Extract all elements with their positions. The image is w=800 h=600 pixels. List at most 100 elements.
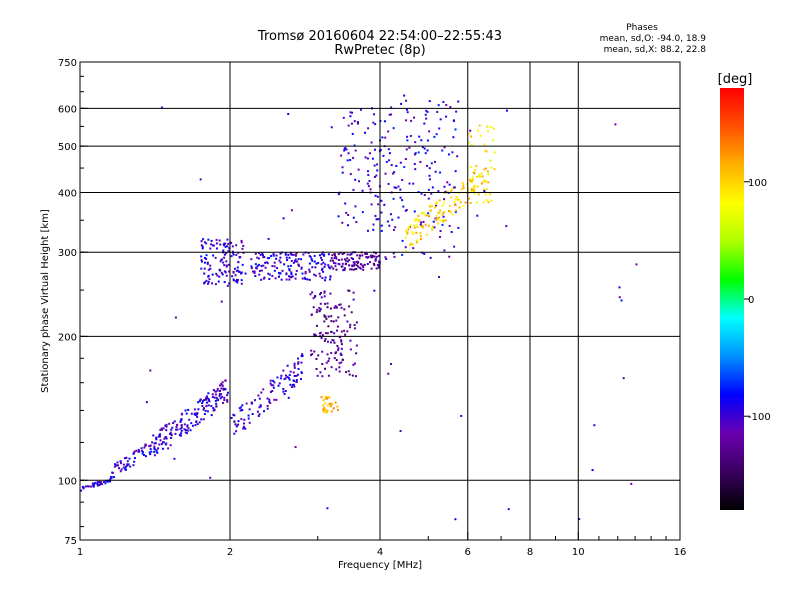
data-point bbox=[366, 182, 369, 185]
data-point bbox=[426, 164, 429, 167]
chart-title: Tromsø 20160604 22:54:00–22:55:43 bbox=[257, 29, 502, 44]
data-point bbox=[218, 275, 221, 278]
data-point bbox=[201, 405, 204, 408]
data-point bbox=[452, 136, 455, 139]
data-point bbox=[455, 110, 458, 113]
data-point bbox=[161, 447, 164, 450]
data-point bbox=[203, 241, 206, 244]
data-point bbox=[290, 273, 293, 276]
data-point bbox=[419, 238, 422, 241]
data-point bbox=[455, 195, 458, 198]
data-point bbox=[406, 139, 409, 142]
data-point bbox=[141, 451, 144, 454]
data-point bbox=[133, 457, 136, 460]
data-point bbox=[379, 148, 382, 151]
data-point bbox=[317, 261, 320, 264]
data-point bbox=[380, 224, 383, 227]
data-point bbox=[414, 220, 417, 223]
data-point bbox=[335, 257, 338, 260]
data-point bbox=[302, 253, 305, 256]
data-point bbox=[223, 270, 226, 273]
data-point bbox=[174, 432, 177, 435]
data-point bbox=[159, 428, 162, 431]
data-point bbox=[235, 430, 238, 433]
data-point bbox=[301, 272, 304, 275]
data-point bbox=[350, 253, 353, 256]
data-point bbox=[440, 219, 443, 222]
data-point bbox=[376, 263, 379, 266]
data-point bbox=[231, 275, 234, 278]
data-point bbox=[333, 253, 336, 256]
data-point bbox=[377, 263, 380, 266]
data-point bbox=[425, 109, 428, 112]
data-point bbox=[144, 455, 147, 458]
data-point bbox=[84, 485, 87, 488]
data-point bbox=[286, 364, 289, 367]
data-point bbox=[257, 394, 260, 397]
data-point bbox=[324, 408, 327, 411]
data-point bbox=[416, 218, 419, 221]
data-point bbox=[428, 174, 431, 177]
data-point bbox=[311, 353, 314, 356]
y-tick-label: 500 bbox=[58, 142, 77, 153]
data-point bbox=[137, 450, 140, 453]
data-point bbox=[340, 340, 343, 343]
data-point bbox=[320, 337, 323, 340]
data-point bbox=[477, 193, 480, 196]
data-point bbox=[219, 384, 222, 387]
data-point bbox=[224, 242, 227, 245]
data-point bbox=[338, 366, 341, 369]
data-point bbox=[300, 355, 303, 358]
data-point bbox=[618, 286, 621, 289]
data-point bbox=[374, 123, 377, 126]
data-point bbox=[485, 188, 488, 191]
data-point bbox=[242, 251, 245, 254]
data-point bbox=[345, 148, 348, 151]
data-point bbox=[420, 221, 423, 224]
data-point bbox=[288, 268, 291, 271]
data-point bbox=[355, 352, 358, 355]
data-point bbox=[393, 171, 396, 174]
data-point bbox=[221, 381, 224, 384]
data-point bbox=[262, 277, 265, 280]
data-point bbox=[350, 122, 353, 125]
data-point bbox=[202, 418, 205, 421]
data-point bbox=[203, 413, 206, 416]
data-point bbox=[256, 410, 259, 413]
data-point bbox=[200, 259, 203, 262]
data-point bbox=[387, 148, 390, 151]
data-point bbox=[295, 379, 298, 382]
data-point bbox=[351, 111, 354, 114]
data-point bbox=[412, 182, 415, 185]
data-point bbox=[366, 262, 369, 265]
data-point bbox=[323, 291, 326, 294]
data-point bbox=[476, 175, 479, 178]
data-point bbox=[349, 339, 352, 342]
data-point bbox=[267, 237, 270, 240]
data-point bbox=[475, 201, 478, 204]
data-point bbox=[142, 453, 145, 456]
data-point bbox=[194, 424, 197, 427]
data-point bbox=[377, 266, 380, 269]
data-point bbox=[441, 149, 444, 152]
data-point bbox=[225, 265, 228, 268]
data-point bbox=[428, 167, 431, 170]
data-point bbox=[292, 371, 295, 374]
data-point bbox=[373, 164, 376, 167]
data-point bbox=[469, 202, 472, 205]
data-point bbox=[388, 113, 391, 116]
data-point bbox=[399, 161, 402, 164]
data-point bbox=[470, 144, 473, 147]
data-point bbox=[505, 109, 508, 112]
data-point bbox=[294, 258, 297, 261]
data-point bbox=[351, 374, 354, 377]
y-tick-label: 75 bbox=[64, 536, 77, 547]
data-point bbox=[168, 422, 171, 425]
data-point bbox=[199, 398, 202, 401]
data-point bbox=[93, 482, 96, 485]
data-point bbox=[214, 256, 217, 259]
data-point bbox=[211, 282, 214, 285]
data-point bbox=[140, 447, 143, 450]
data-point bbox=[265, 261, 268, 264]
data-point bbox=[435, 201, 438, 204]
